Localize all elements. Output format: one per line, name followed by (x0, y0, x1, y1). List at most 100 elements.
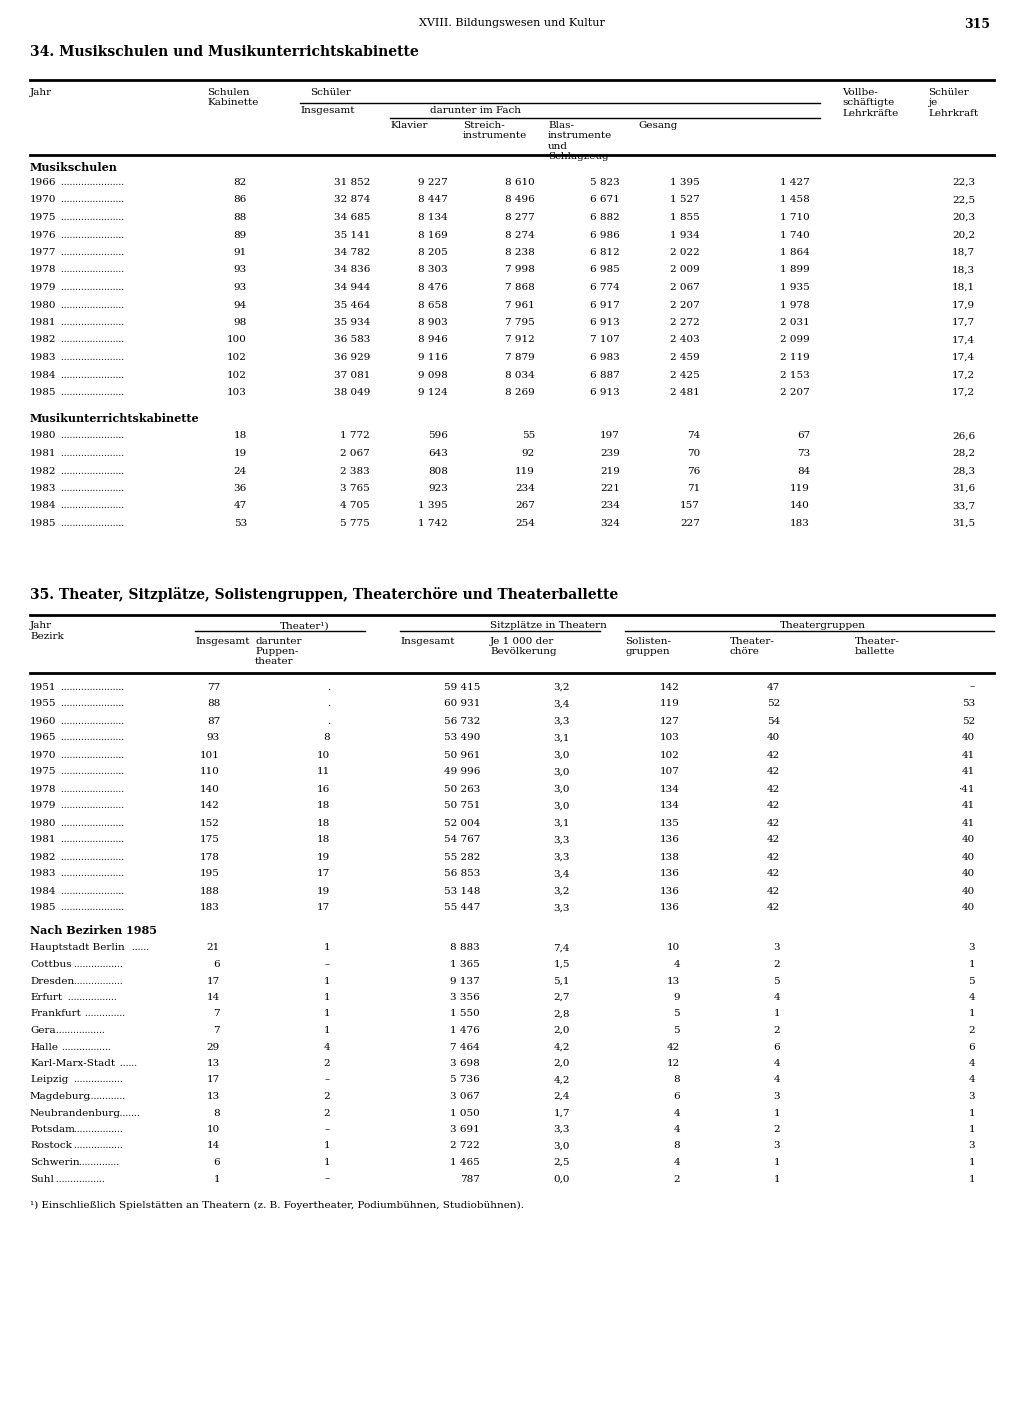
Text: 31,5: 31,5 (952, 519, 975, 528)
Text: 140: 140 (791, 501, 810, 511)
Text: 9: 9 (674, 993, 680, 1002)
Text: 34 836: 34 836 (334, 266, 370, 275)
Text: 42: 42 (767, 750, 780, 760)
Text: 91: 91 (233, 248, 247, 258)
Text: ......................: ...................... (58, 519, 124, 528)
Text: 1 935: 1 935 (780, 283, 810, 291)
Text: 2 153: 2 153 (780, 371, 810, 379)
Text: 17,2: 17,2 (952, 388, 975, 398)
Text: 1982: 1982 (30, 852, 56, 862)
Text: –: – (325, 1174, 330, 1183)
Text: 70: 70 (687, 449, 700, 458)
Text: ......................: ...................... (58, 818, 124, 828)
Text: 6 887: 6 887 (590, 371, 620, 379)
Text: Erfurt: Erfurt (30, 993, 62, 1002)
Text: 18: 18 (233, 432, 247, 440)
Text: Suhl: Suhl (30, 1174, 54, 1183)
Text: 1983: 1983 (30, 484, 56, 492)
Text: 3 698: 3 698 (451, 1058, 480, 1068)
Text: Halle: Halle (30, 1043, 58, 1051)
Text: 1 934: 1 934 (671, 231, 700, 239)
Text: 3,3: 3,3 (554, 904, 570, 913)
Text: 8 277: 8 277 (505, 214, 535, 222)
Text: 127: 127 (660, 716, 680, 726)
Text: 1 395: 1 395 (671, 178, 700, 187)
Text: 134: 134 (660, 801, 680, 811)
Text: Cottbus: Cottbus (30, 959, 72, 969)
Text: 4: 4 (969, 1075, 975, 1084)
Text: 2,5: 2,5 (554, 1157, 570, 1167)
Text: 135: 135 (660, 818, 680, 828)
Text: 42: 42 (767, 904, 780, 913)
Text: XVIII. Bildungswesen und Kultur: XVIII. Bildungswesen und Kultur (419, 18, 605, 28)
Text: ......................: ...................... (58, 869, 124, 879)
Text: 2 099: 2 099 (780, 335, 810, 344)
Text: 93: 93 (233, 283, 247, 291)
Text: 18,7: 18,7 (952, 248, 975, 258)
Text: 5: 5 (674, 1009, 680, 1019)
Text: ......................: ...................... (58, 318, 124, 327)
Text: 35 141: 35 141 (334, 231, 370, 239)
Text: 254: 254 (515, 519, 535, 528)
Text: Streich-
instrumente: Streich- instrumente (463, 122, 527, 140)
Text: 1970: 1970 (30, 750, 56, 760)
Text: 136: 136 (660, 904, 680, 913)
Text: 8 476: 8 476 (418, 283, 449, 291)
Text: 10: 10 (207, 1125, 220, 1133)
Text: 1: 1 (773, 1108, 780, 1118)
Text: 10: 10 (316, 750, 330, 760)
Text: 1985: 1985 (30, 519, 56, 528)
Text: 7: 7 (213, 1026, 220, 1034)
Text: 76: 76 (687, 467, 700, 475)
Text: 6 812: 6 812 (590, 248, 620, 258)
Text: 17: 17 (207, 1075, 220, 1084)
Text: 1980: 1980 (30, 300, 56, 310)
Text: 26,6: 26,6 (952, 432, 975, 440)
Text: 219: 219 (600, 467, 620, 475)
Text: 3,0: 3,0 (554, 750, 570, 760)
Text: 56 732: 56 732 (443, 716, 480, 726)
Text: 40: 40 (962, 904, 975, 913)
Text: 54 767: 54 767 (443, 835, 480, 845)
Text: 2 207: 2 207 (780, 388, 810, 398)
Text: Theater-
ballette: Theater- ballette (855, 637, 900, 657)
Text: 136: 136 (660, 869, 680, 879)
Text: 5 775: 5 775 (340, 519, 370, 528)
Text: 5,1: 5,1 (554, 976, 570, 985)
Text: ......................: ...................... (58, 733, 124, 743)
Text: ......................: ...................... (58, 484, 124, 492)
Text: 1979: 1979 (30, 283, 56, 291)
Text: 35. Theater, Sitzplätze, Solistengruppen, Theaterchöre und Theaterballette: 35. Theater, Sitzplätze, Solistengruppen… (30, 586, 618, 601)
Text: 2 459: 2 459 (671, 352, 700, 362)
Text: 102: 102 (227, 371, 247, 379)
Text: 6 913: 6 913 (590, 318, 620, 327)
Text: 119: 119 (660, 699, 680, 709)
Text: 1978: 1978 (30, 784, 56, 794)
Text: 9 124: 9 124 (418, 388, 449, 398)
Text: –: – (325, 959, 330, 969)
Text: 1981: 1981 (30, 318, 56, 327)
Text: 22,5: 22,5 (952, 195, 975, 205)
Text: 1982: 1982 (30, 335, 56, 344)
Text: Theater-
chöre: Theater- chöre (730, 637, 775, 657)
Text: ......................: ...................... (58, 767, 124, 777)
Text: 52: 52 (767, 699, 780, 709)
Text: 17: 17 (207, 976, 220, 985)
Text: 1984: 1984 (30, 371, 56, 379)
Text: 2,4: 2,4 (554, 1092, 570, 1101)
Text: 3,0: 3,0 (554, 784, 570, 794)
Text: ......................: ...................... (58, 887, 124, 896)
Text: 31,6: 31,6 (952, 484, 975, 492)
Text: 1: 1 (969, 1125, 975, 1133)
Text: 267: 267 (515, 501, 535, 511)
Text: 4,2: 4,2 (554, 1043, 570, 1051)
Text: 93: 93 (207, 733, 220, 743)
Text: 808: 808 (428, 467, 449, 475)
Text: 102: 102 (660, 750, 680, 760)
Text: ......................: ...................... (58, 352, 124, 362)
Text: 596: 596 (428, 432, 449, 440)
Text: 2: 2 (324, 1058, 330, 1068)
Text: 42: 42 (767, 887, 780, 896)
Text: 9 137: 9 137 (451, 976, 480, 985)
Text: 8: 8 (324, 733, 330, 743)
